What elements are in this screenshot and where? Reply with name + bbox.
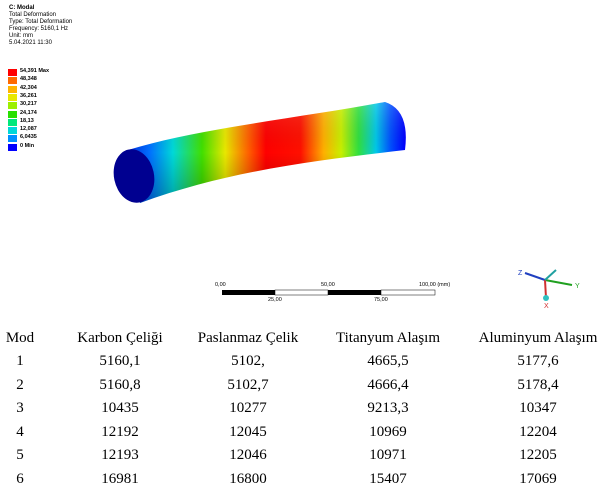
legend-label: 42,304: [20, 85, 37, 91]
legend-swatch: [8, 86, 17, 93]
axis-label: X: [544, 303, 549, 310]
legend-swatch: [8, 111, 17, 118]
table-cell: 16981: [101, 471, 139, 488]
table-header: Paslanmaz Çelik: [198, 330, 298, 347]
result-line: Total Deformation: [9, 12, 56, 19]
result-line: C: Modal: [9, 5, 34, 12]
legend-label: 24,174: [20, 110, 37, 116]
table-cell: 10277: [229, 400, 267, 417]
result-line: Frequency: 5160,1 Hz: [9, 26, 68, 33]
table-header: Mod: [6, 330, 34, 347]
scale-seg: [381, 290, 435, 295]
scale-seg: [275, 290, 328, 295]
scale-label: 25,00: [268, 297, 282, 303]
table-cell: 1: [16, 353, 24, 370]
legend-label: 48,348: [20, 76, 37, 82]
result-line: Type: Total Deformation: [9, 19, 72, 26]
legend-label: 18,13: [20, 118, 34, 124]
result-line: Unit: mm: [9, 33, 33, 40]
model-view: Z Y X: [0, 0, 608, 320]
legend-swatch: [8, 127, 17, 134]
scale-label: 100,00 (mm): [419, 282, 450, 288]
table-cell: 6: [16, 471, 24, 488]
legend-label: 36,261: [20, 93, 37, 99]
axis-tip: [543, 295, 549, 301]
table-cell: 10435: [101, 400, 139, 417]
table-cell: 17069: [519, 471, 557, 488]
table-header: Karbon Çeliği: [77, 330, 162, 347]
axis-label: Z: [518, 270, 523, 277]
table-header: Aluminyum Alaşım: [479, 330, 598, 347]
legend-label: 6,0435: [20, 134, 37, 140]
table-cell: 5177,6: [517, 353, 558, 370]
legend-label: 0 Min: [20, 143, 34, 149]
table-cell: 12045: [229, 424, 267, 441]
table-cell: 9213,3: [367, 400, 408, 417]
legend-label: 54,391 Max: [20, 68, 49, 74]
table-cell: 12205: [519, 447, 557, 464]
table-header: Titanyum Alaşım: [336, 330, 440, 347]
table-cell: 5: [16, 447, 24, 464]
table-cell: 5102,: [231, 353, 265, 370]
table-cell: 3: [16, 400, 24, 417]
legend-swatch: [8, 144, 17, 151]
axis-y: [545, 280, 572, 285]
legend-swatch: [8, 69, 17, 76]
scale-label: 0,00: [215, 282, 226, 288]
table-cell: 16800: [229, 471, 267, 488]
table-cell: 12204: [519, 424, 557, 441]
table-cell: 10969: [369, 424, 407, 441]
scale-seg: [222, 290, 275, 295]
legend-label: 12,087: [20, 126, 37, 132]
table-cell: 15407: [369, 471, 407, 488]
table-cell: 4666,4: [367, 377, 408, 394]
legend-swatch: [8, 77, 17, 84]
table-cell: 4: [16, 424, 24, 441]
page: Z Y X C: ModalTotal DeformationType: Tot…: [0, 0, 608, 493]
result-line: 5.04.2021 11:30: [9, 40, 52, 47]
legend-swatch: [8, 119, 17, 126]
table-cell: 12193: [101, 447, 139, 464]
table-cell: 2: [16, 377, 24, 394]
table-cell: 5178,4: [517, 377, 558, 394]
table-cell: 5160,8: [99, 377, 140, 394]
axis-z: [525, 273, 545, 280]
table-cell: 4665,5: [367, 353, 408, 370]
scale-seg: [328, 290, 381, 295]
scale-label: 75,00: [374, 297, 388, 303]
scale-label: 50,00: [321, 282, 335, 288]
table-cell: 12192: [101, 424, 139, 441]
legend-label: 30,217: [20, 101, 37, 107]
legend-swatch: [8, 102, 17, 109]
axis-label: Y: [575, 283, 580, 290]
legend-swatch: [8, 135, 17, 142]
table-cell: 12046: [229, 447, 267, 464]
legend-swatch: [8, 94, 17, 101]
table-cell: 10971: [369, 447, 407, 464]
table-cell: 10347: [519, 400, 557, 417]
axis-view: [545, 270, 556, 280]
table-cell: 5160,1: [99, 353, 140, 370]
table-cell: 5102,7: [227, 377, 268, 394]
tube-shade: [128, 102, 406, 203]
